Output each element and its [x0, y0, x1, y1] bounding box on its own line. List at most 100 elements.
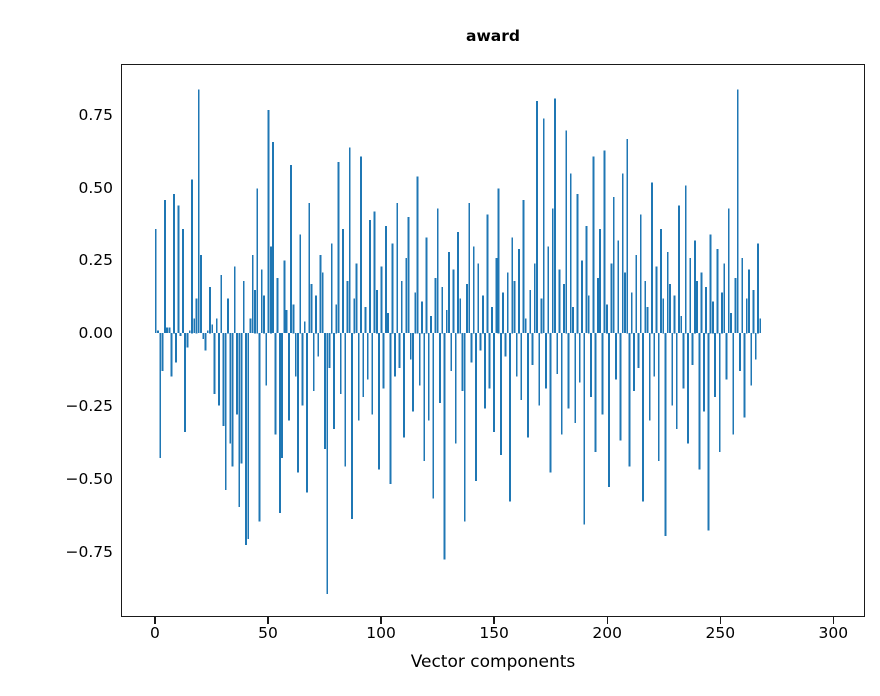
bar	[551, 208, 554, 334]
bar	[450, 333, 453, 371]
bar	[163, 199, 166, 334]
bar	[750, 333, 753, 386]
bar	[709, 234, 712, 334]
bar	[718, 333, 721, 453]
bar	[272, 141, 275, 334]
bar	[734, 278, 737, 334]
bar	[459, 298, 462, 334]
bar-series	[154, 89, 762, 595]
bar	[251, 254, 254, 334]
bar	[757, 243, 759, 334]
bar	[581, 260, 583, 334]
bar	[276, 278, 279, 334]
bar	[172, 194, 175, 334]
bar	[236, 333, 238, 415]
bar	[732, 333, 735, 435]
bar	[197, 89, 200, 334]
bar	[574, 333, 577, 424]
bar	[716, 249, 719, 334]
bar	[475, 333, 477, 482]
bar	[730, 312, 732, 334]
bar	[705, 286, 708, 334]
bar	[702, 333, 705, 412]
bar	[486, 214, 489, 334]
bar	[639, 214, 642, 334]
bar	[342, 228, 344, 334]
bar	[328, 333, 331, 369]
bar	[511, 237, 514, 334]
bar	[468, 202, 471, 334]
bar	[759, 318, 762, 334]
bar	[333, 333, 335, 429]
bar	[646, 307, 649, 334]
bar	[179, 333, 182, 337]
bar	[403, 333, 405, 438]
bar	[662, 298, 665, 334]
y-tick-label: 0.75	[78, 105, 113, 124]
bar	[154, 228, 157, 334]
bar	[481, 295, 484, 334]
bar	[700, 272, 703, 334]
bar	[310, 283, 313, 334]
bar	[590, 333, 593, 398]
bar	[452, 269, 455, 334]
bar	[684, 185, 687, 334]
bar	[181, 228, 184, 334]
bar	[312, 333, 315, 392]
bar	[319, 254, 322, 334]
bar	[382, 333, 385, 389]
bar	[193, 318, 196, 334]
x-tick-mark	[154, 617, 156, 624]
bar	[371, 333, 374, 415]
bar	[355, 263, 358, 334]
bar	[723, 263, 726, 334]
bar	[324, 333, 326, 450]
bar	[229, 333, 232, 444]
bar	[678, 205, 680, 334]
bar	[653, 333, 656, 377]
bar	[599, 228, 602, 334]
bar	[265, 333, 268, 386]
x-tick-mark	[832, 617, 835, 624]
bar	[188, 330, 191, 334]
bar	[461, 333, 464, 392]
x-tick-mark	[380, 617, 382, 624]
bar	[245, 333, 247, 545]
bar	[301, 333, 304, 406]
bar	[436, 208, 439, 334]
bar	[247, 333, 250, 540]
bar	[299, 234, 302, 334]
bar	[502, 292, 505, 334]
bar	[644, 281, 647, 334]
bar	[423, 333, 426, 461]
bar	[213, 333, 216, 395]
bar	[430, 315, 432, 334]
bar	[200, 254, 202, 334]
bar	[366, 333, 369, 380]
x-axis-label: Vector components	[410, 652, 576, 672]
y-tick-label: −0.75	[65, 542, 114, 561]
bar	[583, 333, 586, 525]
bar	[166, 327, 169, 334]
bar	[687, 333, 689, 444]
bar	[206, 330, 209, 334]
bar	[339, 333, 342, 395]
bar	[184, 333, 187, 432]
bar	[335, 304, 338, 334]
bar	[439, 333, 441, 403]
bar	[642, 333, 644, 502]
bar	[290, 165, 293, 334]
bar	[351, 333, 353, 519]
bar	[308, 202, 311, 334]
bar	[204, 333, 207, 351]
bar	[563, 283, 565, 334]
bar	[624, 272, 626, 334]
bar	[714, 333, 717, 398]
bar	[364, 307, 367, 334]
bar	[274, 333, 277, 435]
bar	[617, 240, 620, 334]
bar	[418, 333, 421, 386]
bar	[287, 333, 290, 421]
bar	[529, 289, 532, 334]
bar	[260, 269, 263, 334]
